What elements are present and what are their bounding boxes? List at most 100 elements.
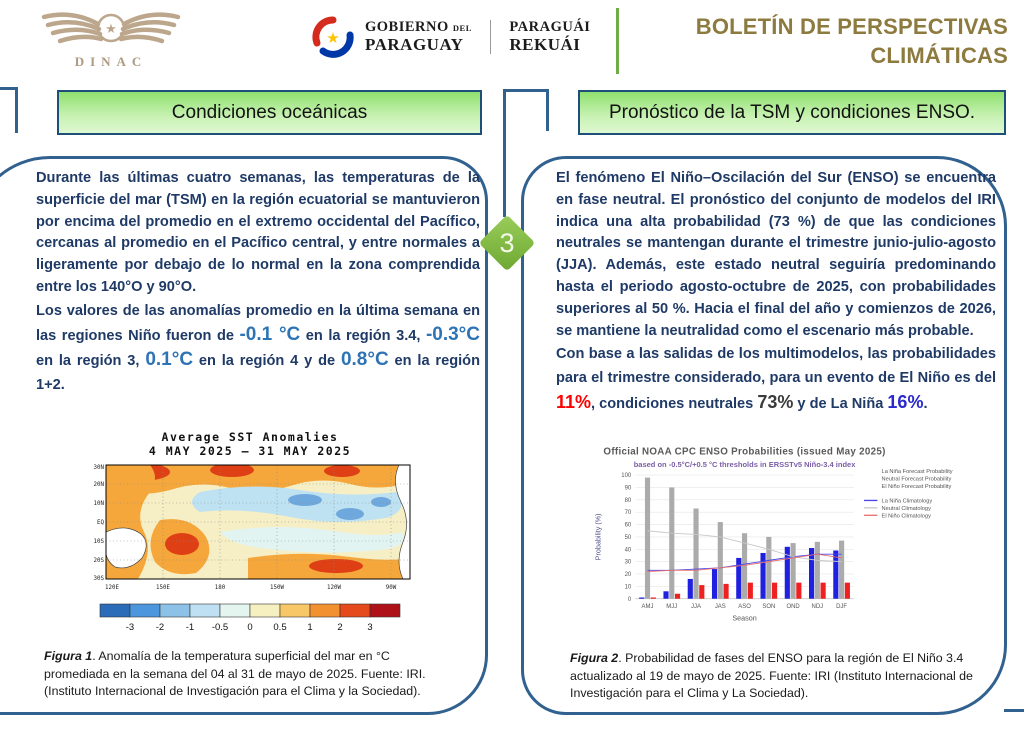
enso-paragraph-1: El fenómeno El Niño–Oscilación del Sur (… (556, 170, 996, 339)
lat-label: 30N (94, 465, 105, 471)
svg-text:20: 20 (625, 572, 632, 578)
anomaly-value-region3: -0.3°C (425, 323, 480, 345)
lat-label: 30S (94, 576, 105, 582)
svg-text:NDJ: NDJ (812, 604, 824, 610)
svg-text:40: 40 (625, 547, 632, 553)
lon-label: 180 (215, 585, 226, 591)
connector-line (1004, 709, 1024, 712)
gov-rekuai: REKUÁI (509, 34, 581, 54)
gov-paraguai: PARAGUÁI (509, 19, 591, 36)
anomaly-value-region34: -0.1 °C (239, 323, 301, 345)
svg-text:ASO: ASO (738, 604, 751, 610)
colorbar-segment (309, 603, 341, 618)
dinac-logo: ★ DINAC (36, 4, 186, 79)
section-header-oceanic: Condiciones oceánicas (57, 90, 482, 135)
colorbar-tick: 0.5 (273, 622, 286, 633)
oceanic-conditions-panel (0, 156, 488, 715)
colorbar-tick: -2 (156, 622, 164, 633)
colorbar-tick: 3 (367, 622, 372, 633)
colorbar-segment (339, 603, 371, 618)
lon-label: 120E (105, 585, 119, 591)
oceanic-paragraph-1: Durante las últimas cuatro semanas, las … (36, 170, 480, 295)
figure1-sst-map: Average SST Anomalies 4 MAY 2025 – 31 MA… (30, 430, 470, 640)
dinac-label: DINAC (75, 54, 148, 69)
figure2-caption: Figura 2. Probabilidad de fases del ENSO… (570, 650, 998, 703)
enso-forecast-panel (521, 156, 1007, 715)
anomaly-value-region4: 0.1°C (145, 348, 194, 370)
enso-text-block: El fenómeno El Niño–Oscilación del Sur (… (556, 168, 996, 416)
gov-logo-divider (489, 20, 492, 54)
gov-paraguay-logo: ★ GOBIERNO DEL PARAGUAY PARAGUÁI REKUÁI (310, 14, 590, 60)
gov-del: DEL (452, 23, 472, 34)
section-header-enso-label: Pronóstico de la TSM y condiciones ENSO. (608, 101, 976, 123)
svg-text:0: 0 (628, 597, 632, 603)
colorbar-segment (219, 603, 251, 618)
text-run: en la región 3, (36, 352, 146, 369)
figure1-caption: Figura 1. Anomalía de la temperatura sup… (44, 648, 456, 701)
text-run: Con base a las salidas de los multimodel… (556, 346, 996, 387)
figure2-caption-text: . Probabilidad de fases del ENSO para la… (570, 651, 973, 700)
svg-text:El Niño Forecast Probability: El Niño Forecast Probability (882, 484, 952, 490)
figure1-caption-label: Figura 1 (44, 649, 93, 663)
colorbar-segment (189, 603, 221, 618)
svg-text:30: 30 (625, 560, 632, 566)
colorbar-segment (279, 603, 311, 618)
text-run: en la región 1+2. (36, 352, 480, 393)
header-divider (616, 8, 619, 74)
gov-paraguay: PARAGUAY (365, 34, 464, 54)
svg-text:Neutral Forecast Probability: Neutral Forecast Probability (882, 476, 952, 482)
colorbar-tick: 0 (247, 622, 252, 633)
dinac-wings-icon: ★ DINAC (41, 12, 181, 69)
svg-text:70: 70 (625, 510, 632, 516)
lat-label: 10S (94, 539, 105, 545)
lat-label: 10N (94, 501, 105, 507)
svg-text:JJA: JJA (691, 604, 701, 610)
sst-colorbar: -3 -2 -1 -0.5 0 0.5 1 2 3 (99, 603, 401, 633)
text-run: en la región 4 y de (193, 352, 341, 369)
svg-text:SON: SON (762, 604, 775, 610)
svg-text:Official NOAA CPC ENSO Probabi: Official NOAA CPC ENSO Probabilities (is… (603, 447, 885, 458)
map-subtitle: 4 MAY 2025 – 31 MAY 2025 (148, 444, 352, 458)
svg-text:JAS: JAS (715, 604, 726, 610)
lon-label: 150E (156, 585, 170, 591)
svg-text:AMJ: AMJ (642, 604, 654, 610)
svg-text:60: 60 (625, 523, 632, 529)
step-number: 3 (499, 227, 515, 258)
svg-text:90: 90 (625, 486, 632, 492)
gov-wordmark-es: GOBIERNO DEL PARAGUAY (365, 20, 472, 53)
section-header-oceanic-label: Condiciones oceánicas (171, 101, 368, 123)
enso-probability-chart: Official NOAA CPC ENSO Probabilities (is… (593, 447, 952, 623)
figure2-caption-label: Figura 2 (570, 651, 619, 665)
colorbar-tick: -1 (186, 622, 194, 633)
figure2-enso-chart: Official NOAA CPC ENSO Probabilities (is… (588, 442, 1000, 643)
svg-text:OND: OND (786, 604, 800, 610)
oceanic-paragraph-2: Los valores de las anomalías promedio en… (36, 299, 480, 397)
connector-line (15, 87, 18, 133)
lat-label: EQ (97, 520, 104, 526)
connector-line (503, 89, 549, 92)
lat-label: 20N (94, 482, 105, 488)
lon-label: 120W (327, 585, 341, 591)
connector-line (0, 87, 17, 90)
svg-text:MJJ: MJJ (666, 604, 677, 610)
page-title: BOLETÍN DE PERSPECTIVAS CLIMÁTICAS (640, 12, 1008, 70)
svg-text:La Niña Climatology: La Niña Climatology (882, 499, 933, 505)
star-icon: ★ (105, 21, 117, 36)
colorbar-segment (249, 603, 281, 618)
lat-label: 20S (94, 558, 105, 564)
svg-text:based on -0.5°C/+0.5 °C thresh: based on -0.5°C/+0.5 °C thresholds in ER… (634, 460, 857, 469)
star-icon: ★ (326, 30, 339, 47)
lon-label: 150W (270, 585, 284, 591)
colorbar-tick: 1 (307, 622, 312, 633)
svg-text:Neutral Climatology: Neutral Climatology (882, 506, 932, 512)
colorbar-segment (159, 603, 191, 618)
colorbar-segment (129, 603, 161, 618)
text-run: y de La Niña (793, 396, 888, 413)
svg-text:Probability (%): Probability (%) (593, 513, 602, 560)
gov-wordmark-gn: PARAGUÁI REKUÁI (509, 20, 590, 53)
svg-text:El Niño Climatology: El Niño Climatology (882, 513, 932, 519)
svg-text:Season: Season (732, 613, 756, 622)
page-title-line1: BOLETÍN DE PERSPECTIVAS (695, 14, 1008, 39)
lon-label: 90W (386, 585, 397, 591)
svg-text:10: 10 (625, 584, 632, 590)
